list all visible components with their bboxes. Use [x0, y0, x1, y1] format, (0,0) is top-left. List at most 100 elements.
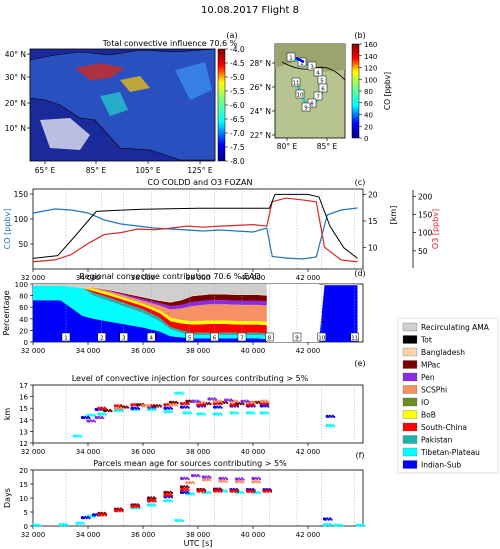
- map-b-ytick-label: 28° N: [250, 59, 271, 68]
- panel-c-o3-tick-label: 50: [418, 247, 428, 256]
- panel-e-point-pen: [93, 420, 97, 423]
- panel-e-point-tibetan-plateau: [236, 412, 240, 415]
- panel-f-point-tibetan-plateau: [154, 504, 157, 507]
- legend-label: South-China: [421, 423, 467, 432]
- legend-label: Indian-Sub: [421, 461, 461, 470]
- panel-f-point-south-china: [187, 489, 190, 492]
- map-b-flight-track-low-co: [295, 56, 305, 64]
- panel-e-title: Level of convective injection for source…: [72, 374, 309, 383]
- panel-c-series-co: [32, 207, 358, 260]
- map-b-waypoint-marker: [301, 102, 311, 112]
- panel-e-point-scsphi: [148, 405, 152, 408]
- panel-f-ytick-label: 0: [24, 523, 28, 531]
- panel-e-point-tibetan-plateau: [203, 413, 207, 416]
- panel-c-km-tick-label: 20: [368, 190, 378, 199]
- map-b-waypoint-marker: [286, 52, 296, 62]
- map-b-waypoint-marker: [307, 61, 317, 71]
- panel-d-segment-box: [237, 332, 247, 342]
- panel-f-point-tibetan-plateau: [330, 524, 333, 527]
- legend-swatch: [402, 335, 418, 344]
- map-a-hotspot-china: [120, 76, 150, 92]
- map-b-waypoint-label: 11: [293, 81, 300, 87]
- map-b-colorbar-tick-label: 80: [364, 88, 373, 96]
- panel-e-point-tibetan-plateau: [253, 412, 256, 415]
- panel-e-point-tibetan-plateau: [333, 425, 336, 428]
- panel-d-ytick-label: 100: [15, 281, 28, 289]
- panel-d-xtick-label: 40 000: [241, 347, 266, 355]
- panel-f-point-pen: [198, 475, 201, 478]
- map-b-colorbar-tick-label: 160: [364, 41, 377, 49]
- panel-e-point-tibetan-plateau: [181, 392, 185, 395]
- panel-e-point-tibetan-plateau: [220, 413, 223, 416]
- map-a-ytick-label: 20° N: [5, 99, 26, 108]
- panel-f-ytick-label: 5: [24, 509, 28, 517]
- panel-d-xtick-label: 36 000: [131, 347, 156, 355]
- panel-f-point-tibetan-plateau: [170, 500, 174, 503]
- panel-f-point-south-china: [121, 510, 124, 513]
- panel-c-ytick-label: 100: [14, 215, 29, 224]
- panel-d-gap: [266, 284, 319, 342]
- panel-f-point-tibetan-plateau: [225, 490, 229, 493]
- panel-c-xtick-label: 38 000: [186, 274, 211, 282]
- map-a-colorbar-tick-label: -8.0: [230, 157, 245, 166]
- legend-swatch: [402, 360, 418, 369]
- panel-d-segment-label: 2: [100, 336, 104, 342]
- panel-d-layer-south-china: [33, 285, 358, 342]
- panel-e-point-tibetan-plateau: [121, 410, 124, 413]
- panel-d-segment-box: [317, 332, 326, 342]
- panel-f-point-scsphi: [242, 481, 245, 484]
- legend-swatch: [402, 422, 418, 432]
- panel-f-ytick-label: 15: [19, 481, 28, 489]
- panel-e-point-mpac: [225, 401, 229, 405]
- panel-f-point-tibetan-plateau: [363, 524, 366, 527]
- legend-label: SCSPhi: [421, 386, 447, 395]
- legend-swatch: [402, 435, 418, 444]
- panel-d-xtick-label: 34 000: [76, 347, 101, 355]
- panel-d-segment-label: 6: [213, 336, 217, 342]
- legend-label: Bangladesh: [421, 348, 465, 357]
- panel-c-o3-tick-label: 200: [418, 192, 433, 201]
- panel-c-ylabel-o3: O3 [ppbv]: [431, 209, 440, 249]
- panel-c-ytick-label: 50: [18, 240, 28, 249]
- panel-d: Regional convective contribution 70.6 % …: [2, 269, 366, 355]
- panel-b-letter: (b): [354, 31, 365, 40]
- panel-f-xtick-label: 40 000: [241, 531, 266, 539]
- panel-d-segment-box: [185, 332, 194, 342]
- panel-f-point-pen: [258, 477, 262, 481]
- panel-f-point-south-china: [154, 500, 157, 503]
- panel-f-point-scsphi: [209, 479, 212, 482]
- map-b-colorbar: [351, 43, 360, 139]
- panel-f-point-south-china: [220, 490, 223, 493]
- map-b-waypoint-label: 5: [320, 79, 324, 85]
- panel-a-letter: (a): [226, 31, 237, 40]
- panel-d-segment-label: 5: [188, 336, 192, 342]
- map-b-xtick-label: 85° E: [317, 142, 338, 151]
- panel-f-point-south-china: [203, 490, 207, 493]
- panel-f-point-tibetan-plateau: [209, 491, 212, 495]
- panel-e-point-mpac: [126, 406, 130, 409]
- panel-f-point-mpac: [154, 497, 157, 500]
- panel-e-ytick-label: 17: [19, 382, 28, 390]
- panel-d-segment-box: [265, 332, 274, 342]
- map-b-colorbar-tick-label: 60: [364, 100, 373, 108]
- panel-e-ytick-label: 16: [19, 394, 28, 402]
- panel-c-o3-tick-label: 100: [418, 229, 433, 238]
- legend-swatch: [402, 447, 418, 457]
- panel-e-point-pen: [247, 400, 251, 403]
- panel-f-point-south-china: [236, 490, 240, 493]
- map-b-waypoint-label: 1: [289, 56, 293, 62]
- panel-a: Total convective influence 70.6 % (a) 65…: [5, 31, 245, 175]
- legend-swatch: [402, 460, 418, 469]
- panel-e-ytick-label: 14: [19, 417, 28, 425]
- panel-e-point-indian-sub: [88, 416, 91, 420]
- map-b-waypoint-marker: [295, 89, 305, 99]
- map-b-waypoint-label: 6: [321, 87, 325, 93]
- panel-c-xtick-label: 32 000: [21, 274, 46, 282]
- map-a-hotspot-tibet: [75, 63, 125, 80]
- panel-d-layer-tibetan-plateau: [33, 285, 358, 342]
- panel-d-segment-label: 9: [295, 336, 299, 342]
- panel-e-point-tibetan-plateau: [104, 413, 108, 416]
- panel-d-layer-indian-sub: [33, 285, 358, 342]
- panel-e-point-tibetan-plateau: [80, 435, 83, 438]
